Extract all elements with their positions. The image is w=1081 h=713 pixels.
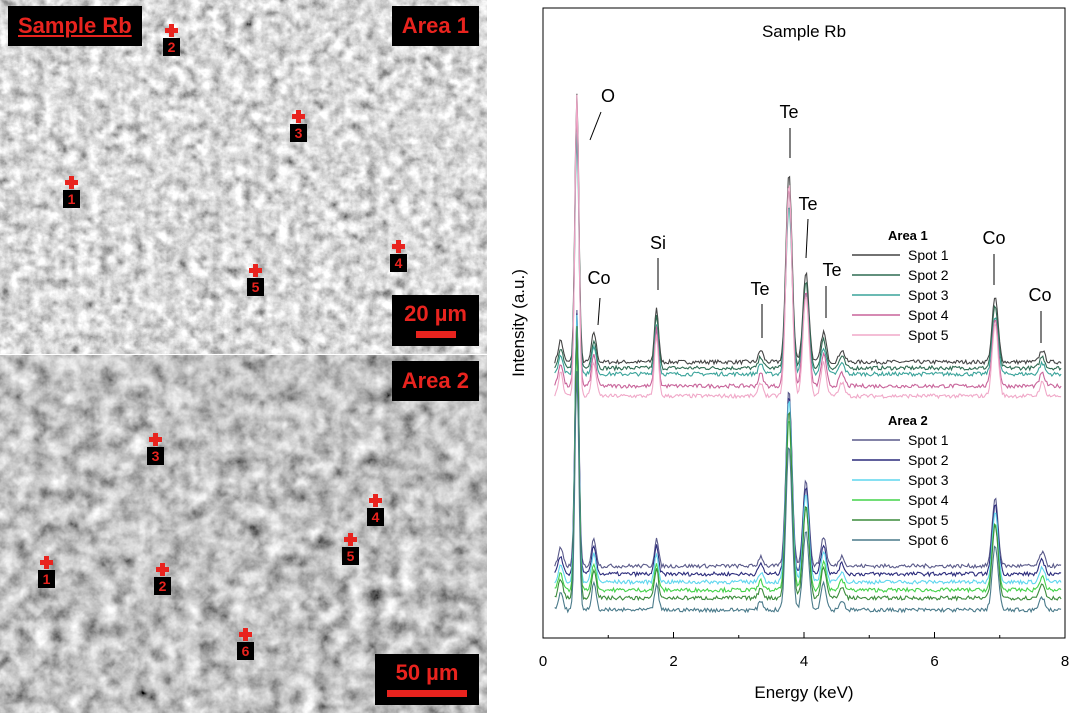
spot-marker-2: 2 [152,563,174,597]
spot-marker-2: 2 [161,24,183,58]
legend-group-title: Area 1 [888,228,928,243]
spot-number: 6 [237,642,254,660]
legend-entry: Spot 2 [908,452,949,468]
eds-spectrum-chart: Sample Rb Energy (keV) Intensity (a.u.) … [509,7,1069,702]
spectrum-area-2-spot-3 [554,314,1062,586]
peak-leader-line [589,111,602,141]
spectra-lines [554,93,1062,614]
x-tick-label: 8 [1061,653,1069,670]
legend-entry: Spot 1 [908,247,949,263]
scale-bar-area-1: 20 µm [392,295,479,346]
peak-label-te: Te [750,279,769,299]
peak-labels: O Co Si Te Te Te Te Co Co [587,86,1052,343]
spot-number: 4 [367,508,384,526]
sample-title: Sample Rb [8,6,142,46]
area-2-label: Area 2 [391,361,479,401]
scale-bar-line [387,690,467,697]
spot-number: 3 [290,124,307,142]
area-1-label: Area 1 [391,6,479,46]
spot-number: 2 [154,577,171,595]
legend-group-title: Area 2 [888,413,928,428]
legend-entry: Spot 4 [908,492,949,508]
sem-image-area-1: Sample Rb Area 1 20 µm 2 3 1 4 5 [0,0,487,354]
spectrum-area-1-spot-1 [554,93,1062,366]
spot-number: 1 [63,190,80,208]
spectrum-area-1-spot-5 [554,94,1062,400]
scale-bar-line [415,331,456,338]
x-tick-label: 4 [800,653,808,670]
chart-title: Sample Rb [762,22,846,41]
spot-number: 5 [247,278,264,296]
spot-number: 1 [38,570,55,588]
peak-label-o: O [601,86,615,106]
spot-cross-icon [156,563,169,576]
legend-entry: Spot 1 [908,432,949,448]
peak-label-co: Co [1028,285,1051,305]
spot-cross-icon [40,556,53,569]
spot-cross-icon [344,533,357,546]
peak-label-te: Te [822,260,841,280]
spot-marker-1: 1 [61,176,83,210]
spectrum-area-2-spot-2 [554,313,1062,578]
legend-entry: Spot 6 [908,532,949,548]
y-axis-label: Intensity (a.u.) [509,269,528,377]
spectrum-area-2-spot-5 [554,326,1062,602]
spot-cross-icon [392,240,405,253]
sem-image-area-2: Area 2 50 µm 3 4 5 1 2 6 [0,355,487,713]
spot-cross-icon [249,264,262,277]
legend-entry: Spot 2 [908,267,949,283]
legends: Area 1 Spot 1 Spot 2 Spot 3 Spot 4 Spot 5 Area… [852,228,949,548]
peak-leader-line [597,297,601,326]
legend-entry: Spot 5 [908,512,949,528]
spectrum-area-1-spot-2 [554,110,1062,372]
peak-label-si: Si [650,233,666,253]
legend-entry: Spot 4 [908,307,949,323]
peak-leader-line [805,218,809,259]
spot-number: 4 [390,254,407,272]
spot-marker-4: 4 [365,494,387,528]
peak-label-co: Co [982,228,1005,248]
scale-bar-area-2: 50 µm [375,654,479,705]
spot-marker-5: 5 [245,264,267,298]
spot-number: 2 [163,38,180,56]
peak-label-te: Te [798,194,817,214]
spot-marker-3: 3 [288,110,310,144]
spot-marker-1: 1 [36,556,58,590]
spot-cross-icon [65,176,78,189]
x-axis-label: Energy (keV) [754,683,853,702]
scale-label: 50 µm [395,660,459,685]
spot-marker-3: 3 [145,433,167,467]
peak-label-co: Co [587,268,610,288]
spot-cross-icon [165,24,178,37]
x-axis-ticks: 0 2 4 6 8 [539,632,1069,670]
legend-entry: Spot 3 [908,472,949,488]
spot-cross-icon [292,110,305,123]
peak-label-te: Te [779,102,798,122]
spot-marker-6: 6 [235,628,257,662]
x-tick-label: 2 [669,653,677,670]
spot-marker-4: 4 [388,240,410,274]
spot-cross-icon [149,433,162,446]
scale-label: 20 µm [404,301,467,326]
spot-marker-5: 5 [340,533,362,567]
x-tick-label: 0 [539,653,547,670]
spectrum-area-2-spot-6 [554,371,1062,614]
x-tick-label: 6 [930,653,938,670]
spot-cross-icon [239,628,252,641]
spot-cross-icon [369,494,382,507]
legend-entry: Spot 5 [908,327,949,343]
legend-entry: Spot 3 [908,287,949,303]
spot-number: 3 [147,447,164,465]
spot-number: 5 [342,547,359,565]
